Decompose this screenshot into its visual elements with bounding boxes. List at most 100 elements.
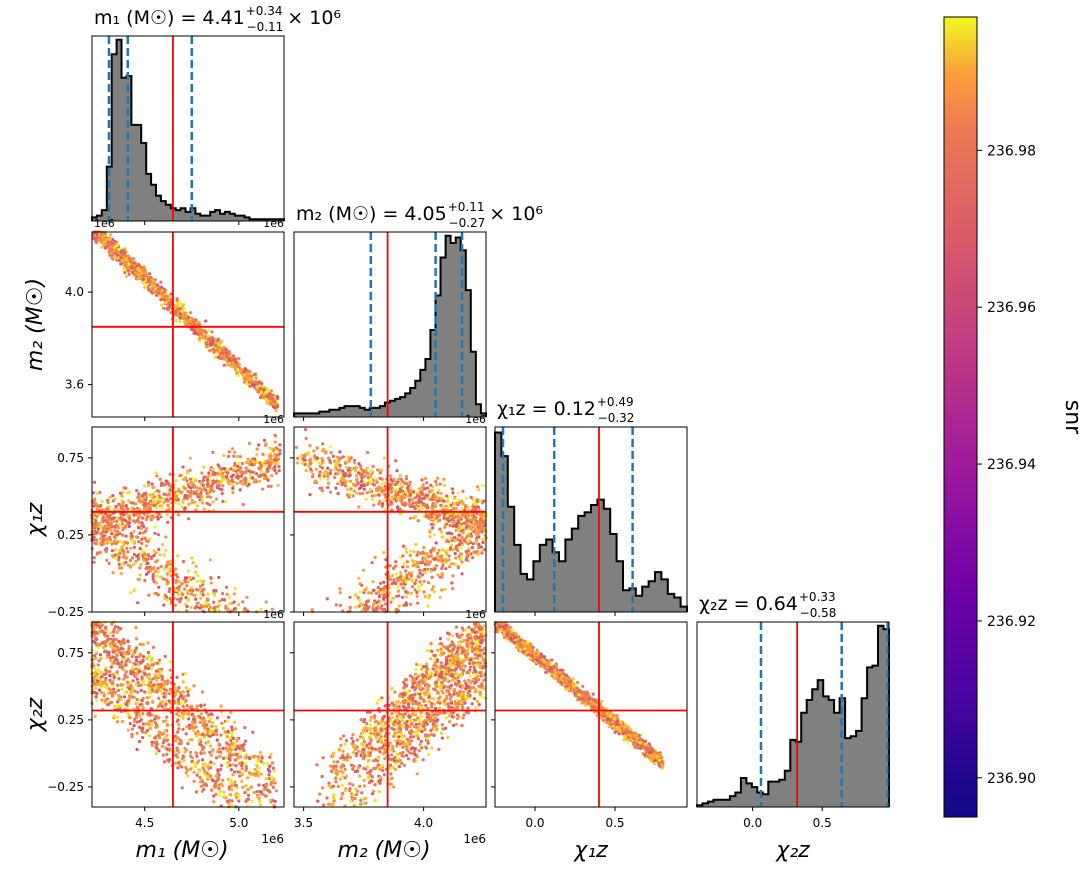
scatter-point — [215, 738, 219, 742]
scatter-point — [219, 782, 223, 786]
scatter-point — [122, 261, 126, 265]
scatter-point — [181, 690, 185, 694]
scatter-point — [106, 637, 110, 642]
scatter-point — [163, 483, 167, 487]
scatter-point — [195, 489, 199, 493]
scatter-point — [197, 769, 201, 774]
scatter-point — [188, 727, 192, 731]
scatter-point — [373, 477, 377, 481]
scatter-point — [136, 680, 140, 685]
scatter-point — [95, 235, 99, 240]
scatter-point — [424, 476, 428, 481]
scatter-point — [185, 725, 189, 729]
scatter-point — [241, 743, 245, 748]
scatter-point — [236, 474, 240, 479]
scatter-point — [192, 593, 196, 597]
scatter-point — [415, 553, 419, 557]
scatter-point — [174, 588, 178, 593]
scatter-point — [257, 799, 262, 803]
scatter-point — [151, 287, 155, 291]
scatter-point — [191, 728, 195, 733]
scatter-point — [459, 552, 463, 556]
scatter-point — [201, 605, 205, 609]
scatter-point — [128, 565, 133, 569]
scatter-point — [448, 523, 452, 528]
scatter-point — [201, 501, 205, 505]
scatter-point — [233, 586, 237, 591]
scatter-m2-vs-m1 — [92, 230, 280, 413]
scatter-point — [109, 528, 113, 532]
scatter-point — [444, 567, 448, 571]
scatter-point — [169, 292, 173, 296]
scatter-point — [459, 556, 463, 560]
scatter-point — [104, 537, 109, 541]
scatter-point — [228, 595, 232, 599]
scatter-point — [400, 501, 404, 505]
scatter-point — [142, 484, 146, 488]
scatter-point — [341, 469, 345, 473]
scatter-point — [138, 719, 142, 723]
scatter-point — [431, 526, 435, 530]
scatter-point — [95, 698, 99, 702]
scatter-point — [431, 546, 435, 550]
scatter-point — [204, 763, 208, 768]
scatter-point — [240, 779, 244, 784]
scatter-point — [239, 470, 244, 474]
scatter-point — [140, 699, 144, 703]
scatter-point — [146, 480, 151, 484]
scatter-point — [230, 799, 234, 803]
scatter-point — [422, 496, 426, 500]
scatter-point — [203, 771, 207, 775]
scatter-point — [482, 528, 486, 532]
scatter-point — [118, 522, 122, 527]
scatter-point — [252, 790, 256, 795]
scatter-point — [100, 698, 104, 702]
scatter-point — [127, 272, 131, 276]
scatter-point — [451, 491, 455, 495]
scatter-point — [126, 541, 130, 545]
scatter-point — [115, 720, 119, 724]
scatter-point — [156, 533, 160, 537]
scatter-point — [103, 679, 107, 683]
scatter-point — [131, 501, 135, 505]
scatter-point — [431, 485, 435, 489]
scatter-point — [339, 456, 343, 460]
scatter-point — [212, 794, 216, 798]
scatter-point — [176, 554, 180, 558]
scatter-point — [243, 739, 248, 743]
scatter-point — [147, 723, 151, 727]
scatter-point — [111, 650, 115, 654]
scatter-point — [198, 606, 202, 610]
scatter-point — [165, 560, 169, 565]
scatter-point — [109, 242, 113, 246]
scatter-point — [99, 537, 103, 541]
scatter-point — [153, 569, 158, 573]
scatter-point — [173, 761, 178, 765]
scatter-point — [210, 724, 214, 728]
scatter-point — [244, 767, 248, 771]
scatter-point — [187, 738, 191, 742]
scatter-point — [452, 524, 456, 528]
scatter-point — [202, 751, 206, 755]
scatter-point — [141, 524, 145, 528]
scatter-point — [389, 490, 394, 494]
scatter-point — [445, 558, 449, 563]
scatter-point — [430, 506, 434, 511]
scatter-point — [258, 750, 262, 755]
scatter-point — [135, 697, 139, 702]
scatter-point — [202, 729, 207, 733]
scatter-point — [200, 690, 205, 694]
scatter-point — [95, 530, 99, 534]
scatter-point — [100, 629, 104, 633]
scatter-point — [127, 499, 131, 503]
scatter-point — [444, 522, 449, 526]
scatter-point — [98, 626, 102, 630]
scatter-point — [389, 497, 393, 501]
scatter-point — [125, 266, 129, 270]
scatter-point — [348, 493, 352, 497]
scatter-point — [141, 516, 145, 520]
scatter-point — [253, 769, 257, 773]
scatter-point — [197, 739, 201, 743]
scatter-point — [156, 517, 160, 521]
scatter-point — [394, 572, 398, 576]
